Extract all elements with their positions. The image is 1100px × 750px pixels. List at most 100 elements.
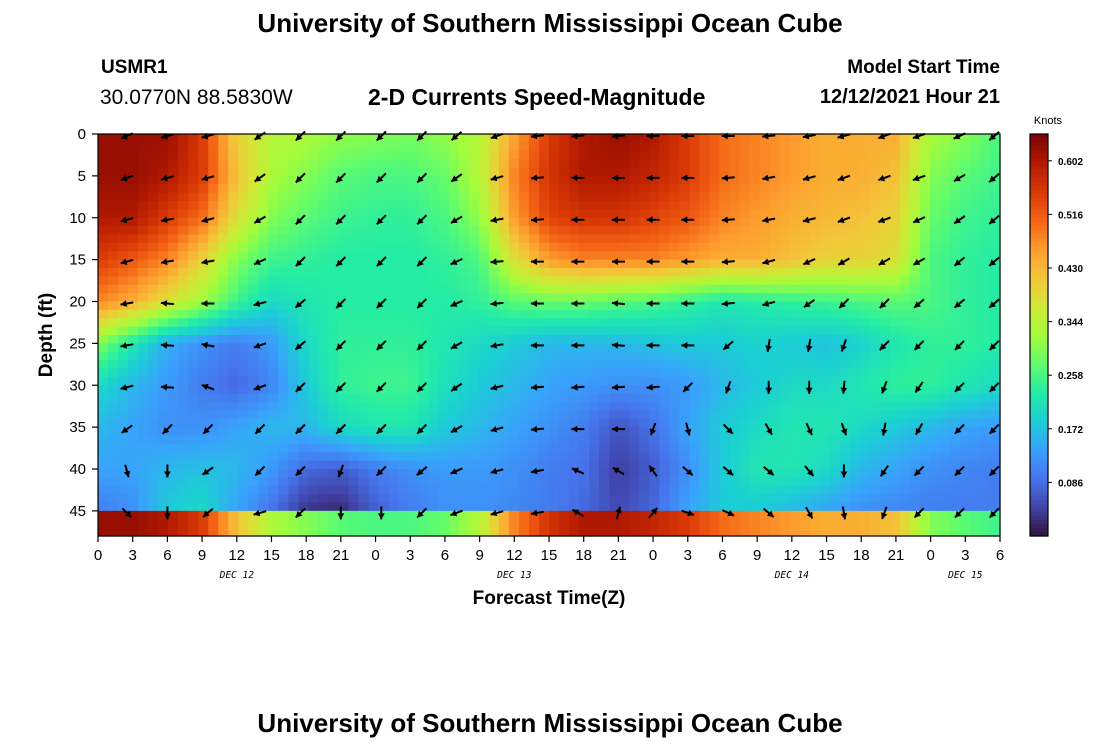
heatmap-cell: [679, 494, 690, 504]
heatmap-cell: [278, 284, 290, 294]
heatmap-cell: [508, 226, 520, 236]
heatmap-cell: [278, 175, 290, 185]
current-arrow: [416, 298, 428, 309]
heatmap-cell: [448, 142, 460, 152]
heatmap-cell: [609, 510, 620, 520]
arrow-head: [295, 175, 303, 183]
heatmap-cell: [579, 351, 590, 361]
heatmap-cell: [198, 368, 209, 378]
heatmap-cell: [809, 150, 821, 160]
heatmap-cell: [669, 209, 680, 219]
heatmap-cell: [649, 326, 660, 336]
heatmap-cell: [699, 259, 710, 269]
heatmap-cell: [178, 351, 189, 361]
heatmap-cell: [859, 309, 871, 319]
heatmap-cell: [859, 519, 871, 529]
heatmap-cell: [328, 452, 340, 462]
heatmap-cell: [729, 427, 741, 437]
heatmap-cell: [508, 276, 520, 286]
heatmap-cell: [959, 477, 971, 487]
heatmap-cell: [378, 502, 390, 512]
heatmap-cell: [549, 201, 560, 210]
heatmap-cell: [759, 343, 771, 353]
arrow-head: [881, 386, 888, 394]
heatmap-cell: [939, 485, 951, 495]
heatmap-cell: [178, 293, 189, 303]
heatmap-cell: [218, 485, 229, 495]
arrow-head: [255, 427, 262, 434]
heatmap-cell: [669, 150, 680, 160]
arrow-head: [295, 133, 303, 141]
heatmap-cell: [108, 368, 119, 378]
heatmap-cell: [388, 385, 400, 395]
heatmap-cell: [268, 360, 279, 370]
heatmap-cell: [939, 234, 951, 244]
heatmap-cell: [949, 376, 961, 386]
heatmap-cell: [869, 351, 881, 361]
heatmap-cell: [829, 494, 841, 504]
arrow-head: [450, 342, 458, 349]
heatmap-cell: [168, 477, 179, 487]
heatmap-cell: [498, 485, 510, 495]
heatmap-cell: [388, 494, 400, 504]
heatmap-cell: [819, 351, 831, 361]
heatmap-cell: [168, 251, 179, 261]
current-arrow: [879, 298, 890, 309]
heatmap-cell: [298, 234, 310, 244]
heatmap-cell: [528, 192, 540, 202]
heatmap-cell: [448, 527, 460, 537]
heatmap-cell: [108, 251, 119, 261]
heatmap-cell: [208, 435, 219, 445]
heatmap-cell: [458, 268, 470, 277]
heatmap-cell: [739, 435, 751, 445]
heatmap-cell: [368, 527, 380, 537]
heatmap-cell: [869, 393, 881, 403]
current-arrow: [530, 342, 544, 349]
heatmap-cell: [298, 435, 310, 445]
heatmap-cell: [669, 234, 680, 244]
heatmap-cell: [448, 242, 460, 252]
heatmap-cell: [488, 326, 500, 336]
heatmap-cell: [228, 477, 239, 487]
current-arrow: [763, 466, 775, 476]
heatmap-cell: [358, 418, 370, 428]
heatmap-cell: [679, 301, 690, 311]
heatmap-cell: [248, 427, 259, 437]
arrow-head: [295, 259, 303, 267]
heatmap-cell: [358, 318, 370, 328]
heatmap-cell: [679, 150, 690, 160]
heatmap-cell: [619, 494, 630, 504]
heatmap-cell: [909, 335, 921, 344]
heatmap-cell: [599, 351, 610, 361]
heatmap-cell: [268, 519, 279, 529]
heatmap-cell: [929, 301, 941, 311]
heatmap-cell: [759, 234, 771, 244]
heatmap-cell: [318, 494, 330, 504]
heatmap-cell: [919, 469, 931, 478]
heatmap-cell: [128, 385, 139, 395]
arrow-head: [531, 467, 538, 475]
heatmap-cell: [869, 268, 881, 277]
heatmap-cell: [909, 443, 921, 453]
heatmap-cell: [929, 184, 941, 194]
heatmap-cell: [849, 410, 861, 420]
heatmap-cell: [549, 452, 560, 462]
heatmap-cell: [809, 427, 821, 437]
heatmap-cell: [468, 351, 480, 361]
heatmap-cell: [749, 435, 761, 445]
heatmap-cell: [949, 142, 961, 152]
heatmap-cell: [889, 402, 901, 411]
heatmap-cell: [288, 242, 300, 252]
heatmap-cell: [488, 351, 500, 361]
heatmap-cell: [709, 376, 720, 386]
arrow-head: [161, 216, 168, 224]
heatmap-cell: [769, 175, 781, 185]
heatmap-cell: [278, 251, 290, 261]
heatmap-cell: [428, 510, 440, 520]
heatmap-cell: [188, 418, 199, 428]
heatmap-cell: [478, 519, 490, 529]
heatmap-cell: [268, 469, 279, 478]
heatmap-cell: [849, 318, 861, 328]
heatmap-cell: [278, 376, 290, 386]
heatmap-cell: [699, 427, 710, 437]
